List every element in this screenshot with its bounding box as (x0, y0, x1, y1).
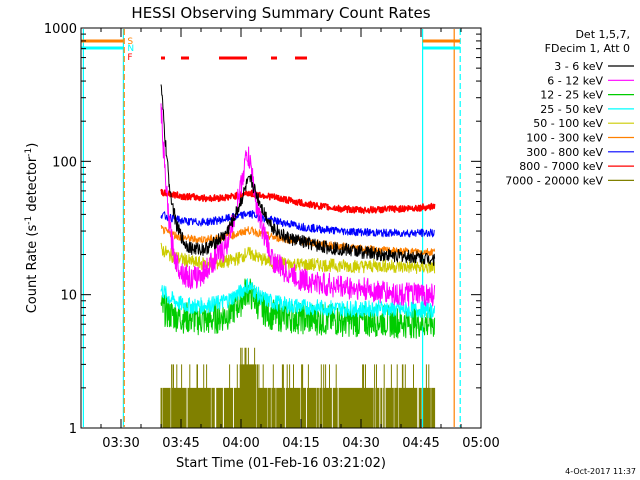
y-tick-label: 1000 (44, 22, 77, 37)
legend-label: 800 - 7000 keV (519, 160, 603, 173)
legend-label: 6 - 12 keV (547, 74, 603, 87)
legend-label: 7000 - 20000 keV (505, 174, 603, 187)
y-axis-ticks: 1 10 100 1000 (44, 22, 481, 437)
event-markers (82, 29, 461, 427)
legend-label: 3 - 6 keV (554, 60, 603, 73)
y-axis-label: Count Rate (s-1 detector-1) (24, 143, 40, 314)
x-tick-label: 03:45 (162, 436, 199, 451)
x-tick-label: 05:00 (462, 436, 499, 451)
timestamp-label: 4-Oct-2017 11:37 (565, 467, 636, 476)
series-line-300-800kev (160, 210, 435, 238)
x-axis-ticks: 03:30 03:45 04:00 04:15 04:30 04:45 05:00 (80, 28, 500, 451)
series-lines (160, 84, 436, 428)
flag-label-f: F (127, 53, 132, 63)
legend-label: 100 - 300 keV (526, 132, 603, 145)
x-tick-label: 03:30 (102, 436, 139, 451)
x-tick-label: 04:30 (342, 436, 379, 451)
y-tick-label: 10 (60, 289, 77, 304)
plot-area: SNF (81, 29, 461, 428)
series-line-6-12kev (160, 103, 436, 307)
series-line-800-7000kev (160, 188, 436, 215)
legend-label: 300 - 800 keV (526, 146, 603, 159)
y-tick-label: 100 (52, 155, 77, 170)
y-axis-label-exponent-1: -1 (24, 216, 34, 225)
y-tick-label: 1 (69, 422, 77, 437)
y-axis-label-exponent-2: -1 (24, 148, 34, 157)
x-axis-label: Start Time (01-Feb-16 03:21:02) (176, 456, 386, 471)
flag-label-s: S (127, 37, 133, 47)
x-tick-label: 04:15 (282, 436, 319, 451)
y-axis-label-close: ) (25, 143, 40, 148)
chart-title: HESSI Observing Summary Count Rates (131, 4, 430, 22)
series-line-25-50kev (160, 278, 436, 319)
series-line-3-6kev (160, 84, 436, 266)
legend-header-line-2: FDecim 1, Att 0 (545, 42, 630, 55)
legend-label: 12 - 25 keV (540, 89, 603, 102)
legend-header-line-1: Det 1,5,7, (575, 28, 630, 41)
y-axis-label-mid: detector (25, 156, 40, 216)
flag-label-n: N (127, 44, 134, 54)
x-tick-label: 04:00 (222, 436, 259, 451)
series-line-7000-20000-kev (160, 347, 436, 428)
legend-label: 25 - 50 keV (540, 103, 603, 116)
y-axis-label-main: Count Rate (s (25, 225, 40, 314)
instrument-flags: SNF (81, 37, 461, 63)
legend-label: 50 - 100 keV (533, 117, 603, 130)
x-tick-label: 04:45 (402, 436, 439, 451)
